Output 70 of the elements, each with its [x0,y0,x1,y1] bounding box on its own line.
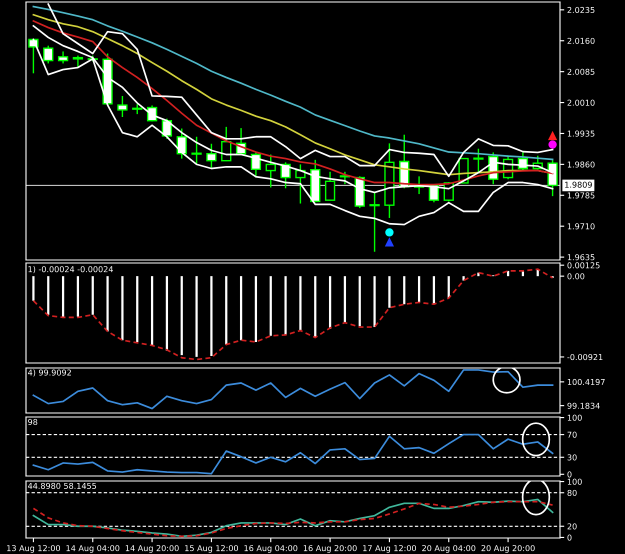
bar [254,276,258,342]
y-tick-label: 20 [568,523,577,530]
y-tick-label: 100.4197 [568,378,605,386]
y-tick-label: 2.0010 [568,100,595,106]
x-tick-label: 14 Aug 04:00 [66,545,120,553]
bar [76,276,80,317]
y-tick-label: 2.0085 [568,68,594,75]
chart-title: 98 [28,418,38,426]
candlestick [72,54,84,68]
bar [47,276,50,315]
bar [195,276,198,357]
y-tick-label: 0 [567,534,572,541]
y-tick-label: 0.00 [567,273,584,280]
candlestick [473,148,484,173]
y-tick-label: 100 [568,414,582,421]
x-tick-label: 13 Aug 12:00 [7,545,60,553]
bar [388,276,391,308]
bar [210,276,213,356]
y-tick-label: 0 [567,471,572,478]
x-tick-label: 14 Aug 20:00 [126,545,179,553]
candlestick [324,171,336,201]
y-tick-label: 1.9635 [568,254,594,260]
y-tick-label: 1.9860 [568,161,595,168]
bar [240,276,242,340]
point [385,228,394,237]
candlestick [132,104,142,115]
chart-title: 4) 99.9092 [28,369,71,377]
bar [225,276,228,345]
bar [180,276,183,356]
point [385,238,394,246]
bar [314,276,316,337]
candlestick [58,50,68,64]
candlestick [266,154,276,188]
point [548,140,557,149]
bar [92,276,94,315]
candlestick [206,143,217,168]
candlestick [191,136,202,164]
bar [62,276,64,317]
candlestick [117,95,128,118]
y-tick-label: 2.0235 [568,6,594,14]
y-tick-label: 80 [567,490,577,496]
y-tick-label: 1.9710 [568,223,595,230]
y-tick-label: 70 [568,432,577,438]
line-series [32,434,554,475]
chart-title: 44.8980 58.1455 [28,482,96,489]
y-tick-label: -0.00921 [567,354,602,360]
x-tick-label: 15 Aug 12:00 [185,545,238,553]
y-tick-label: 99.1834 [567,402,600,409]
x-tick-label: 20 Aug 20:00 [482,545,535,553]
chart-title: 1) -0.00024 -0.00024 [28,266,113,274]
bar [448,276,450,298]
ref-line-label: 1.9809 [565,182,592,188]
bar [358,276,361,326]
y-tick-label: 30 [568,454,577,460]
x-tick-label: 16 Aug 20:00 [304,545,357,553]
bar [270,276,272,336]
candlestick [43,44,54,64]
bar [403,276,406,304]
y-tick-label: 100 [568,478,582,485]
x-tick-label: 16 Aug 04:00 [244,545,298,553]
candlestick [176,128,187,160]
point [548,132,557,140]
bar [432,276,436,304]
x-tick-label: 17 Aug 12:00 [363,545,416,553]
x-tick-label: 20 Aug 04:00 [422,545,476,553]
y-tick-label: 2.0160 [568,38,595,44]
y-tick-label: 1.9935 [568,130,594,137]
bar [136,276,138,342]
y-tick-label: 0.00125 [567,262,600,268]
y-tick-label: 1.9785 [568,192,594,198]
